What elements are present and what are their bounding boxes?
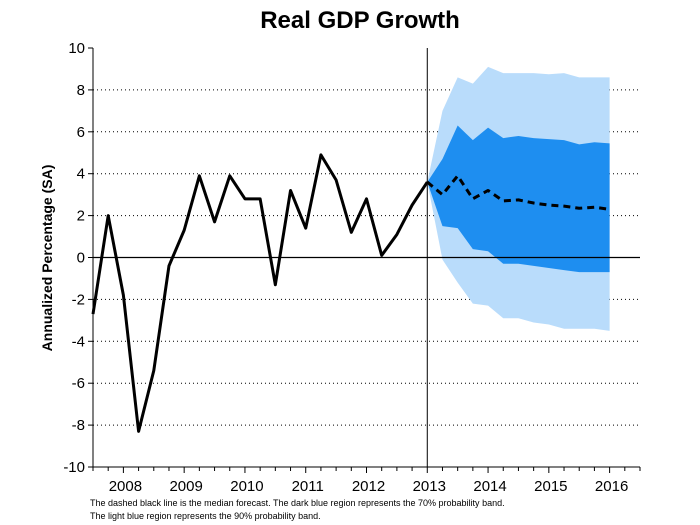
y-tick-label: 6: [77, 124, 85, 141]
y-tick-label: 8: [77, 82, 85, 99]
median-forecast-line: [426, 174, 610, 211]
tick-labels: -10 -8 -6 -4 -2 0 2 4 6 8 10 2008 2009 2010 2011 2012 20…: [63, 40, 628, 495]
x-tick-label: 2008: [109, 478, 142, 495]
x-tick-label: 2011: [292, 478, 324, 495]
y-tick-label: -4: [72, 333, 85, 350]
y-tick-label: -6: [72, 375, 85, 392]
y-tick-label: 10: [68, 40, 85, 57]
axes: [88, 47, 641, 473]
x-tick-label: 2010: [230, 478, 263, 495]
y-tick-label: -8: [72, 417, 85, 434]
series-lines: [91, 153, 610, 433]
y-tick-label: -2: [72, 291, 85, 308]
y-tick-label: 2: [77, 208, 85, 225]
x-tick-label: 2012: [352, 478, 385, 495]
chart-title: Real GDP Growth: [260, 7, 460, 34]
x-tick-label: 2016: [595, 478, 628, 495]
historical-gdp-line: [91, 153, 429, 433]
y-tick-label: 4: [77, 166, 85, 183]
footnote-line-1: The dashed black line is the median fore…: [90, 498, 505, 508]
x-tick-label: 2009: [169, 478, 202, 495]
x-tick-label: 2014: [473, 478, 506, 495]
x-tick-label: 2015: [534, 478, 567, 495]
x-tick-label: 2013: [413, 478, 446, 495]
footnote-line-2: The light blue region represents the 90%…: [90, 511, 321, 521]
y-axis-label: Annualized Percentage (SA): [39, 165, 55, 352]
y-tick-label: 0: [77, 250, 85, 267]
y-tick-label: -10: [63, 459, 85, 476]
